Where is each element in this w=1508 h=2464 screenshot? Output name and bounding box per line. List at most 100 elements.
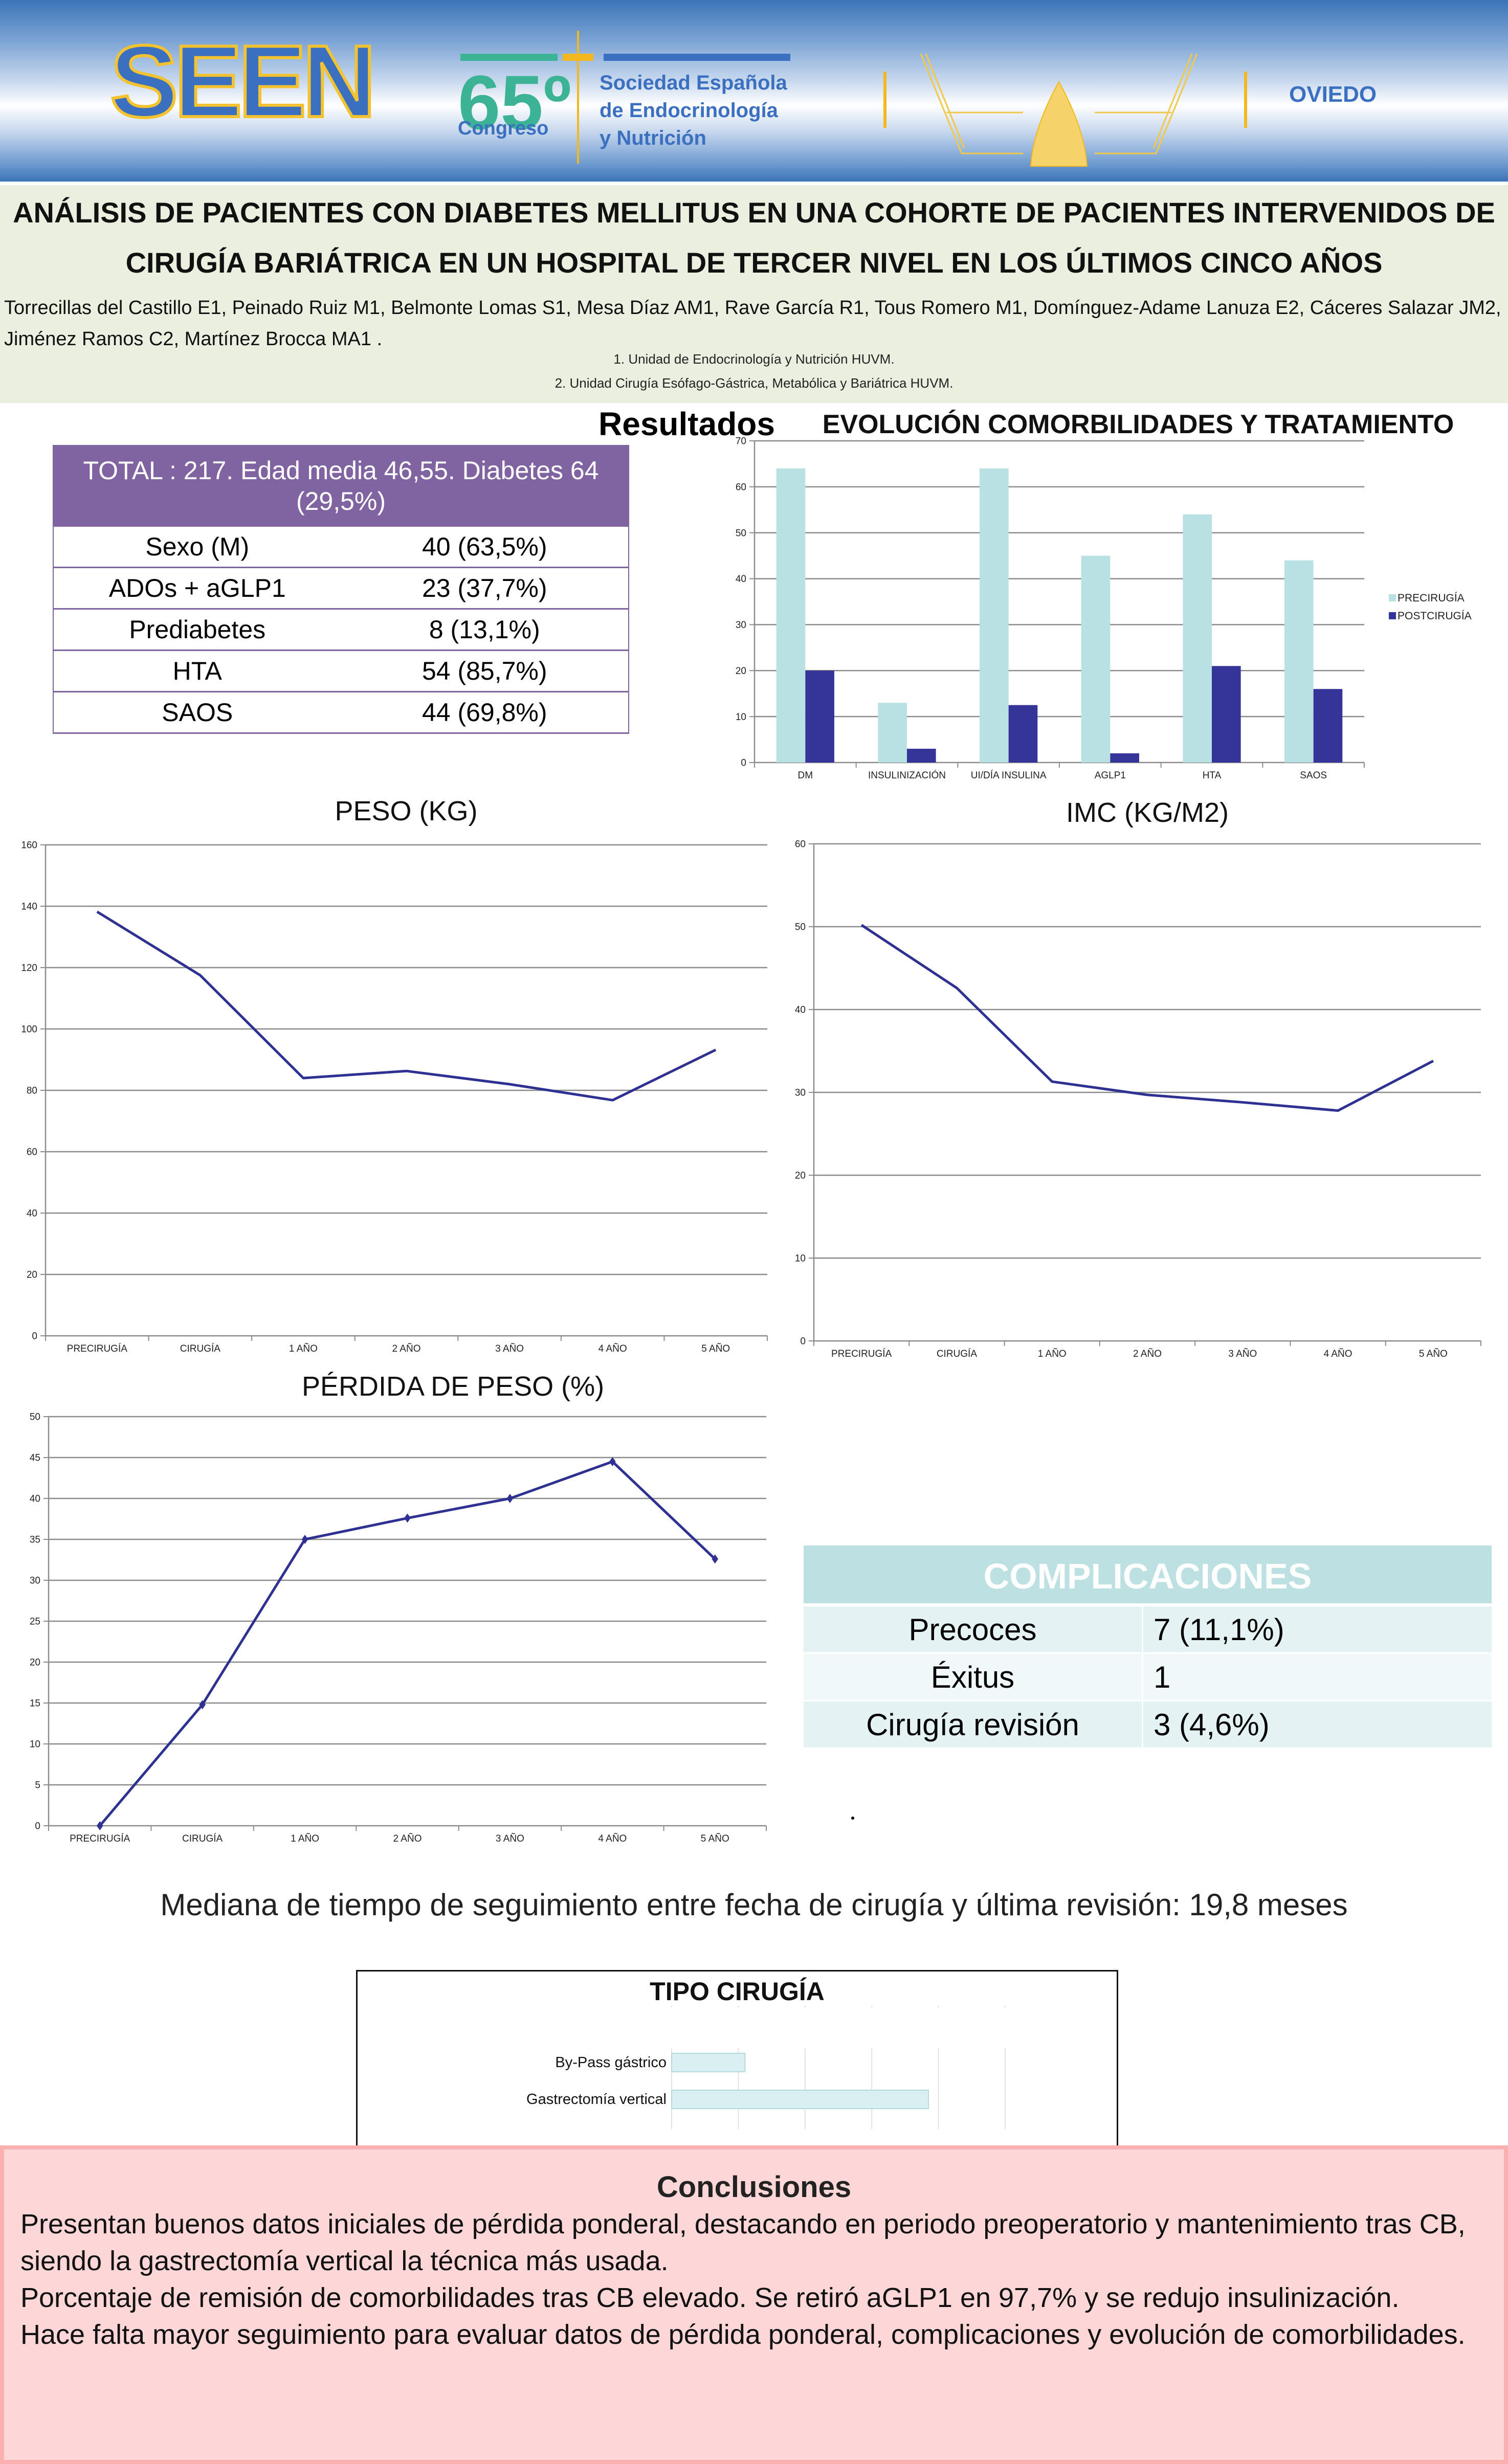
bar-precirugía: [1081, 555, 1111, 763]
conclusions-panel: Conclusiones Presentan buenos datos inic…: [0, 2145, 1508, 2464]
row-value: 54 (85,7%): [422, 657, 547, 685]
category-label: By-Pass gástrico: [555, 2054, 667, 2071]
y-tick-label: 40: [736, 574, 746, 585]
title-section: ANÁLISIS DE PACIENTES CON DIABETES MELLI…: [0, 185, 1508, 403]
congress-label: Congreso: [458, 118, 549, 139]
building-logo-icon: [920, 53, 1198, 167]
row-value: 1: [1154, 1660, 1171, 1694]
row-label: ADOs + aGLP1: [108, 574, 286, 602]
x-tick-label: CIRUGÍA: [182, 1833, 223, 1844]
logo-separator: [1244, 72, 1247, 128]
data-point-marker: [404, 1513, 411, 1523]
x-tick-label: DM: [798, 770, 813, 781]
row-value: 8 (13,1%): [429, 615, 540, 644]
x-tick-label: 3 AÑO: [496, 1833, 524, 1844]
table-row: HTA 54 (85,7%): [53, 651, 629, 692]
y-tick-label: 0: [800, 1336, 806, 1347]
y-tick-label: 35: [30, 1535, 40, 1545]
y-tick-label: 10: [736, 712, 746, 723]
header-banner: SEEN 65º Congreso Sociedad Española de E…: [0, 0, 1508, 182]
complications-table: COMPLICACIONES Precoces 7 (11,1%) Éxitus…: [804, 1545, 1492, 1749]
x-tick-label: PRECIRUGÍA: [67, 1343, 128, 1354]
data-point-marker: [506, 1494, 514, 1503]
y-tick-label: 50: [736, 528, 746, 539]
chart-title-perdida: PÉRDIDA DE PESO (%): [302, 1371, 605, 1402]
legend-label: POSTCIRUGÍA: [1398, 610, 1472, 622]
bar-postcirugía: [1110, 753, 1139, 763]
row-label: HTA: [172, 657, 222, 685]
y-tick-label: 30: [30, 1576, 40, 1586]
x-tick-label: AGLP1: [1095, 770, 1126, 781]
y-tick-label: 60: [27, 1147, 37, 1158]
congress-number: 65º: [458, 59, 571, 145]
x-tick-label: SAOS: [1300, 770, 1327, 781]
stray-dot: [851, 1817, 854, 1820]
chart-comorbilidades: 0 10 20 30 40 50 60 70 DM INSULINIZACIÓN UI/DÍA IN…: [736, 436, 1472, 781]
x-tick-label: 2 AÑO: [393, 1833, 422, 1844]
x-tick-label: 4 AÑO: [598, 1343, 627, 1354]
bar-postcirugía: [805, 670, 834, 763]
y-tick-label: 20: [736, 666, 746, 677]
data-line: [96, 910, 717, 1102]
bar-postcirugía: [907, 749, 936, 763]
chart-perdida: 0 5 10 15 20 25 30 35 40 45 50 PRECIRUGÍA CIRUGÍA 1 A…: [30, 1412, 767, 1844]
table-row: Prediabetes 8 (13,1%): [53, 610, 629, 651]
x-tick-label: 5 AÑO: [701, 1343, 730, 1354]
bar-postcirugía: [1212, 666, 1241, 763]
x-tick-label: CIRUGÍA: [937, 1349, 978, 1359]
society-name: Sociedad Española de Endocrinología y Nu…: [600, 69, 787, 152]
society-line: y Nutrición: [600, 127, 706, 149]
results-heading: Resultados: [598, 406, 775, 442]
y-tick-label: 50: [30, 1412, 40, 1423]
table-row: Precoces 7 (11,1%): [804, 1606, 1492, 1652]
conclusion-paragraph: Hace falta mayor seguimiento para evalua…: [20, 2319, 1466, 2350]
y-tick-label: 40: [27, 1208, 37, 1219]
y-tick-label: 120: [21, 963, 37, 974]
row-label: Prediabetes: [129, 615, 266, 644]
y-tick-label: 0: [35, 1821, 40, 1832]
authors: Torrecillas del Castillo E1, Peinado Rui…: [4, 297, 1501, 350]
y-tick-label: 0: [32, 1331, 37, 1342]
y-tick-label: 160: [21, 840, 37, 851]
row-value: 7 (11,1%): [1154, 1612, 1284, 1647]
table-row: Éxitus 1: [804, 1654, 1492, 1700]
y-tick-label: 5: [35, 1780, 40, 1791]
x-tick-label: PRECIRUGÍA: [70, 1833, 130, 1844]
bar-postcirugía: [1313, 689, 1343, 763]
society-line: de Endocrinología: [600, 99, 778, 122]
data-point-marker: [712, 1554, 719, 1564]
chart-title-tipo-cirugia: TIPO CIRUGÍA: [650, 1977, 825, 2006]
chart-peso: 0 20 40 60 80 100 120 140 160 PRECIRUGÍA CIRUGÍA 1 …: [21, 840, 768, 1354]
category-label: Gastrectomía vertical: [526, 2091, 667, 2108]
y-tick-label: 10: [795, 1253, 806, 1264]
x-tick-label: 4 AÑO: [598, 1833, 627, 1844]
bar-tipo-cirugia: [671, 2053, 746, 2072]
chart-tipo-cirugia: By-Pass gástrico Gastrectomía vertical: [526, 2006, 1006, 2129]
y-tick-label: 0: [741, 758, 746, 769]
y-tick-label: 20: [795, 1171, 806, 1181]
row-label: Sexo (M): [145, 532, 250, 561]
y-tick-label: 60: [736, 482, 746, 493]
bar-precirugía: [1284, 560, 1314, 763]
legend-swatch: [1389, 594, 1396, 601]
y-tick-label: 30: [736, 620, 746, 631]
follow-up-median: Mediana de tiempo de seguimiento entre f…: [160, 1888, 1348, 1922]
data-point-marker: [609, 1457, 616, 1466]
y-tick-label: 30: [795, 1088, 806, 1099]
affiliation: 1. Unidad de Endocrinología y Nutrición …: [613, 351, 895, 367]
logo-separator: [883, 72, 886, 128]
bar-precirugía: [776, 468, 806, 763]
x-tick-label: 4 AÑO: [1324, 1348, 1352, 1359]
row-label: Precoces: [804, 1606, 1143, 1652]
logo-accent-bar-blue: [604, 54, 790, 61]
legend-swatch: [1389, 612, 1396, 619]
row-label: Éxitus: [804, 1654, 1143, 1700]
table-row: SAOS 44 (69,8%): [53, 692, 629, 734]
y-tick-label: 15: [30, 1698, 40, 1709]
x-tick-label: 5 AÑO: [1419, 1348, 1448, 1359]
complications-header: COMPLICACIONES: [804, 1545, 1492, 1603]
y-tick-label: 40: [30, 1494, 40, 1505]
data-point-marker: [199, 1700, 206, 1710]
poster-title-line2: CIRUGÍA BARIÁTRICA EN UN HOSPITAL DE TER…: [125, 247, 1383, 279]
conclusions-title: Conclusiones: [656, 2170, 852, 2204]
